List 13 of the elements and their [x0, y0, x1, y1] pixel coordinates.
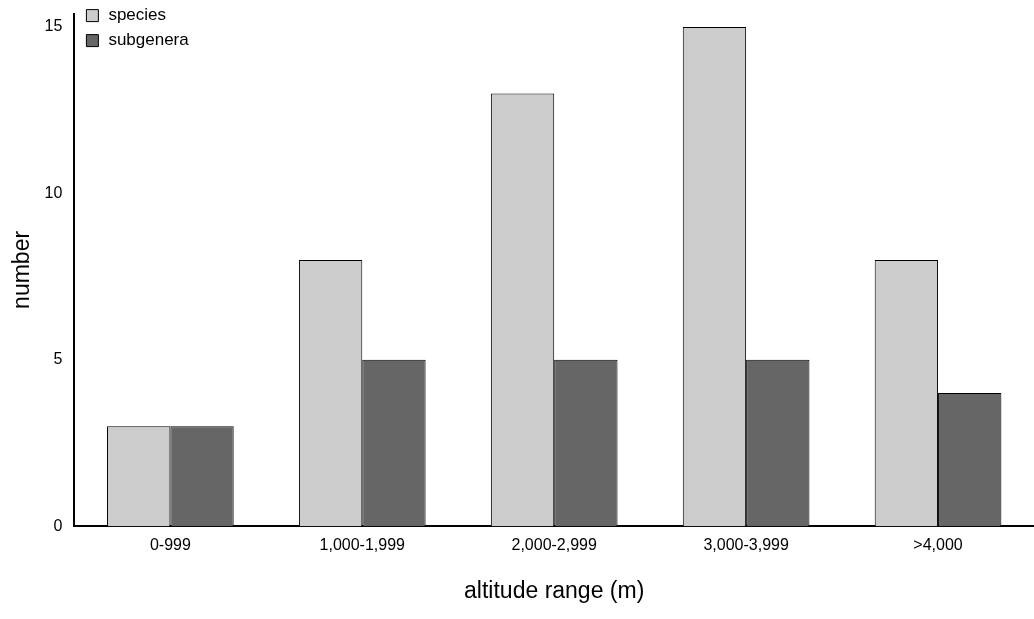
x-tick-label: 1,000-1,999 [319, 536, 406, 554]
x-tick-label: 0-999 [149, 536, 191, 554]
legend-label: subgenera [108, 30, 190, 50]
y-tick-label: 5 [53, 350, 63, 368]
x-tick-label: >4,000 [913, 536, 963, 554]
y-tick-label: 0 [53, 516, 63, 534]
x-tick-label: 3,000-3,999 [703, 536, 789, 554]
x-tick-label: 2,000-2,999 [511, 536, 597, 554]
y-axis-title: number [8, 230, 35, 309]
y-tick-label: 10 [44, 183, 63, 201]
x-axis-title: altitude range (m) [464, 576, 645, 603]
legend-label: species [108, 5, 167, 25]
y-tick-label: 15 [44, 17, 63, 35]
